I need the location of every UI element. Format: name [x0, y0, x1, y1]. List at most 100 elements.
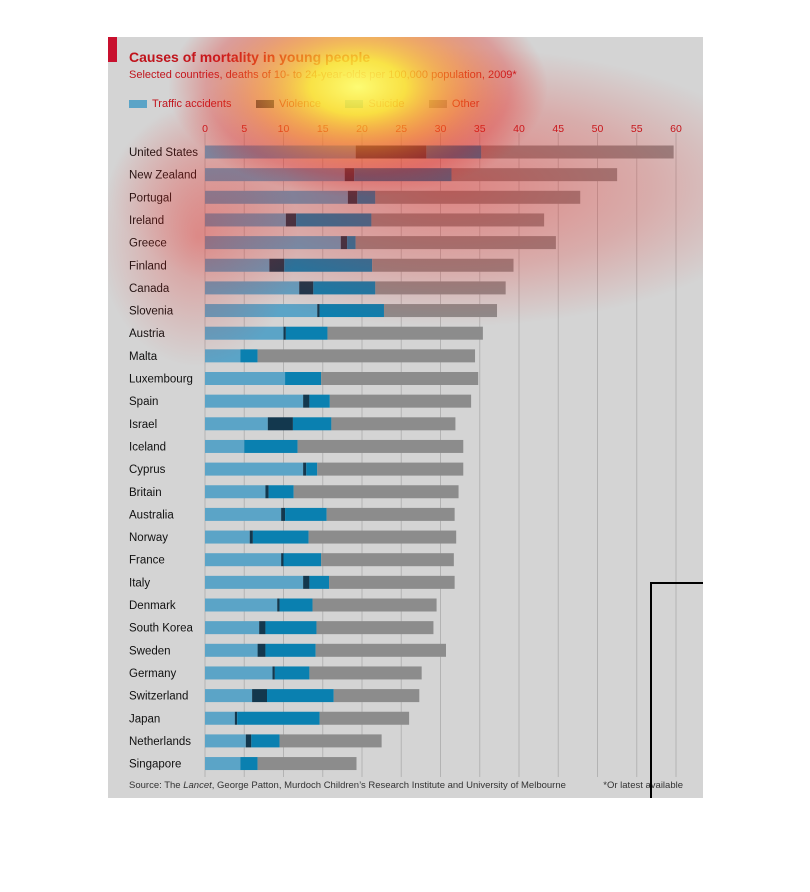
bar-segment [251, 734, 280, 748]
bar-segment [205, 417, 268, 431]
bar-segment [285, 507, 327, 521]
bar-segment [371, 213, 545, 227]
category-label: Austria [129, 328, 165, 340]
bar-segment [308, 530, 457, 544]
bar-segment [283, 326, 286, 340]
category-label: Germany [129, 668, 177, 680]
bar-segment [297, 439, 464, 453]
bar-segment [329, 575, 455, 589]
category-label: Australia [129, 509, 174, 521]
x-tick-label: 45 [552, 123, 564, 135]
bar-segment [319, 304, 384, 318]
category-label: Portugal [129, 192, 172, 204]
category-label: Slovenia [129, 306, 174, 318]
bar-segment [205, 349, 241, 363]
category-label: Iceland [129, 441, 166, 453]
bar-segment [303, 394, 310, 408]
bar-segment [205, 507, 282, 521]
x-tick-label: 10 [278, 123, 290, 135]
x-tick-label: 30 [435, 123, 447, 135]
bar-segment [315, 643, 446, 657]
bar-segment [281, 553, 284, 567]
bar-segment [313, 281, 376, 295]
category-label: Cyprus [129, 464, 166, 476]
bar-segment [205, 213, 286, 227]
x-tick-label: 40 [513, 123, 525, 135]
bar-segment [245, 734, 252, 748]
category-label: New Zealand [129, 170, 197, 182]
source-journal: Lancet [183, 780, 212, 791]
bar-segment [205, 575, 304, 589]
bar-segment [205, 621, 260, 635]
bar-segment [319, 711, 410, 725]
bar-segment [316, 621, 434, 635]
bar-segment [240, 757, 258, 771]
source-rest: , George Patton, Murdoch Children’s Rese… [211, 780, 566, 791]
bar-segment [426, 145, 482, 159]
bar-segment [317, 462, 464, 476]
bar-segment [347, 236, 356, 250]
bar-segment [277, 598, 280, 612]
bar-segment [205, 190, 348, 204]
category-label: Greece [129, 238, 167, 250]
bar-segment [279, 734, 382, 748]
bar-segment [327, 326, 483, 340]
bar-segment [205, 462, 304, 476]
bar-segment [267, 689, 334, 703]
x-tick-label: 20 [356, 123, 368, 135]
bar-segment [240, 349, 258, 363]
bar-segment [205, 598, 278, 612]
bar-segment [205, 757, 241, 771]
bar-segment [375, 190, 581, 204]
bar-segment [344, 168, 355, 182]
bar-segment [375, 281, 506, 295]
category-label: Luxembourg [129, 374, 193, 386]
bar-segment [451, 168, 618, 182]
bar-segment [205, 643, 258, 657]
bar-segment [205, 372, 286, 385]
bar-segment [269, 258, 285, 272]
bar-segment [281, 507, 286, 521]
bar-segment [355, 236, 556, 250]
bar-segment [309, 394, 330, 408]
bar-segment [205, 145, 356, 159]
bar-segment [257, 757, 357, 771]
category-label: Ireland [129, 215, 164, 227]
category-label: Britain [129, 487, 162, 499]
bar-segment [205, 530, 250, 544]
bar-segment [267, 417, 293, 431]
bar-segment [268, 485, 294, 499]
bar-segment [309, 666, 422, 680]
bar-segment [249, 530, 253, 544]
category-label: Denmark [129, 600, 176, 612]
bar-segment [317, 304, 320, 318]
category-label: Canada [129, 283, 170, 295]
bar-segment [265, 485, 269, 499]
category-label: Israel [129, 419, 157, 431]
bar-segment [274, 666, 310, 680]
bar-segment [321, 553, 454, 567]
category-label: Malta [129, 351, 158, 363]
category-label: Italy [129, 577, 150, 589]
bar-segment [312, 598, 437, 612]
bar-segment [383, 304, 498, 318]
bar-segment [272, 666, 275, 680]
category-label: United States [129, 147, 198, 159]
bar-segment [326, 507, 455, 521]
bar-segment [257, 643, 266, 657]
x-tick-label: 50 [592, 123, 604, 135]
bar-segment [296, 213, 372, 227]
bar-segment [333, 689, 420, 703]
bar-segment [293, 485, 459, 499]
category-label: Netherlands [129, 736, 191, 748]
bar-segment [205, 689, 253, 703]
bar-segment [285, 372, 322, 385]
bar-segment [205, 326, 284, 340]
source-prefix: Source: The [129, 780, 184, 791]
bar-segment [205, 168, 345, 182]
bar-segment [357, 190, 376, 204]
bar-segment [205, 258, 270, 272]
footnote: *Or latest available [603, 780, 683, 791]
x-tick-label: 25 [395, 123, 407, 135]
bar-segment [265, 621, 317, 635]
